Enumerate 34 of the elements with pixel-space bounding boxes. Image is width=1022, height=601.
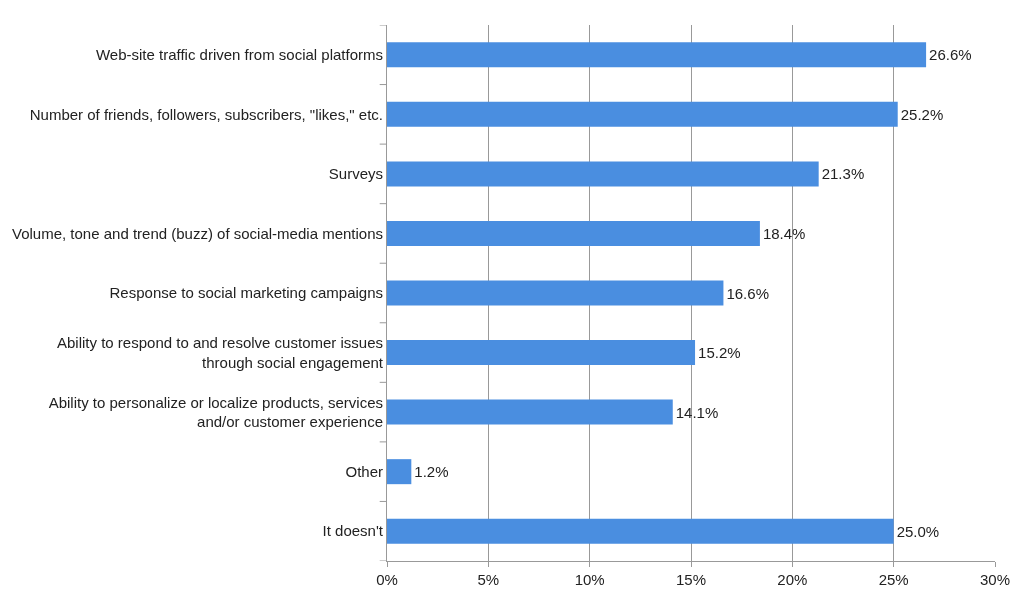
y-tick-label: Number of friends, followers, subscribers, "likes," etc. xyxy=(29,105,383,123)
data-label: 14.1% xyxy=(675,403,719,421)
bar xyxy=(387,280,724,306)
bar xyxy=(387,101,898,127)
bar xyxy=(387,459,412,485)
data-label: 26.6% xyxy=(929,46,972,64)
data-label: 1.2% xyxy=(414,463,449,481)
data-label: 25.0% xyxy=(896,522,940,540)
x-tick-label: 5% xyxy=(477,571,500,588)
bar xyxy=(387,399,673,425)
x-tick-label: 15% xyxy=(675,571,707,588)
bar xyxy=(387,340,696,366)
y-tick-label: Other xyxy=(345,462,383,480)
bar xyxy=(387,220,760,246)
x-tick-label: 10% xyxy=(574,571,605,588)
bar xyxy=(387,42,927,68)
y-tick-label: Ability to respond to and resolve customer issues through social engagement xyxy=(57,334,384,371)
data-label: 21.3% xyxy=(821,165,865,183)
y-tick-label: It doesn't xyxy=(322,522,384,540)
data-label: 15.2% xyxy=(698,344,741,362)
x-tick-label: 25% xyxy=(878,571,909,588)
y-tick-label: Surveys xyxy=(328,165,383,183)
x-tick-label: 30% xyxy=(979,571,1011,588)
x-tick-label: 0% xyxy=(376,571,398,588)
data-label: 18.4% xyxy=(762,224,806,242)
bar xyxy=(387,518,894,544)
y-tick-label: Volume, tone and trend (buzz) of social-media mentions xyxy=(11,224,383,242)
y-tick-label: Response to social marketing campaigns xyxy=(109,284,383,302)
bar xyxy=(387,161,819,187)
data-label: 16.6% xyxy=(726,284,769,302)
y-tick-label: Ability to personalize or localize products, services and/or customer experience xyxy=(48,393,383,431)
y-tick-label: Web-site traffic driven from social platforms xyxy=(95,46,383,64)
x-tick-label: 20% xyxy=(777,571,808,588)
data-label: 25.2% xyxy=(900,105,944,123)
